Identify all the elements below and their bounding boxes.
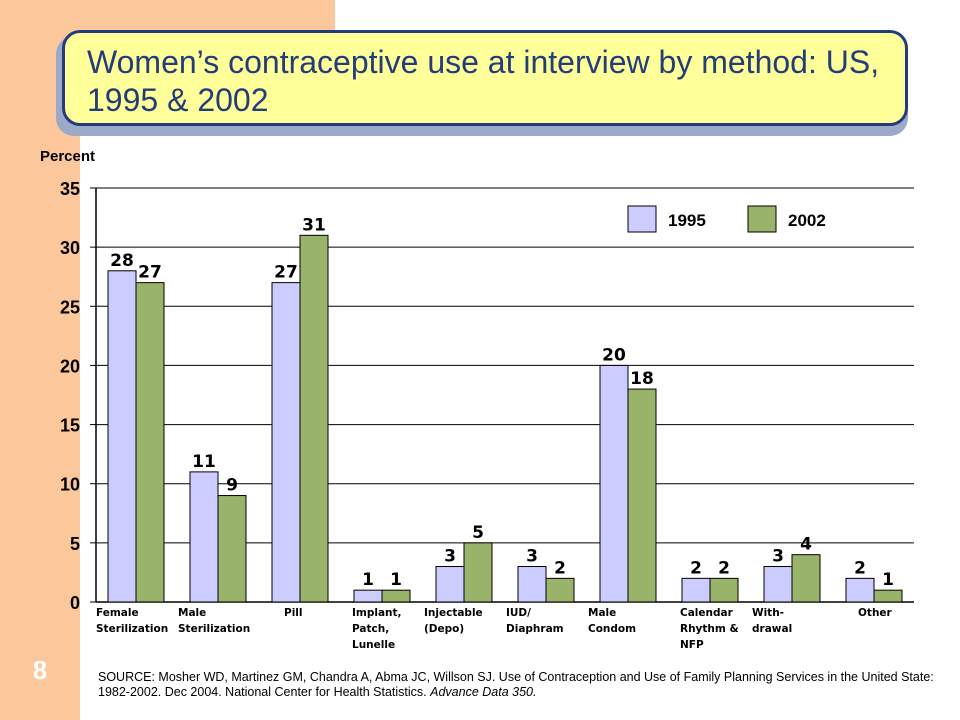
data-label: 3 xyxy=(526,547,538,567)
category-label-line: Injectable xyxy=(424,607,483,619)
category-label: Injectable (Depo) xyxy=(424,607,483,635)
bar-2002 xyxy=(217,495,247,603)
legend-label: 1995 xyxy=(668,211,706,230)
source-note: SOURCE: Mosher WD, Martinez GM, Chandra … xyxy=(98,670,948,700)
category-label-line: Pill xyxy=(284,607,303,619)
data-label: 28 xyxy=(110,251,134,271)
y-tick-label: 30 xyxy=(60,238,80,258)
y-tick-label: 5 xyxy=(70,534,80,554)
category-label: With-drawal xyxy=(752,607,792,635)
y-tick-label: 15 xyxy=(60,416,80,436)
category-label: Male Sterilization xyxy=(178,607,250,635)
category-label-line: Calendar xyxy=(680,607,734,619)
y-tick-label: 35 xyxy=(60,179,80,199)
bar-1995 xyxy=(845,577,875,603)
bar-1995 xyxy=(517,566,547,603)
bar-2002 xyxy=(463,542,493,603)
data-label: 18 xyxy=(630,369,654,389)
category-label-line: NFP xyxy=(680,639,704,651)
category-label: Other xyxy=(858,607,893,619)
category-label: Female Sterilization xyxy=(96,607,168,635)
category-label-line: Male xyxy=(178,607,206,619)
data-label: 11 xyxy=(192,452,216,472)
bar-1995 xyxy=(189,471,219,603)
category-label-line: drawal xyxy=(752,623,792,635)
y-axis-label: Percent xyxy=(40,148,96,165)
data-label: 2 xyxy=(854,558,866,578)
category-label-line: Lunelle xyxy=(352,639,395,651)
data-label: 27 xyxy=(138,263,162,283)
bar-2002 xyxy=(135,282,165,603)
page-title: Women’s contraceptive use at interview b… xyxy=(87,44,880,118)
category-label-line: Sterilization xyxy=(178,623,250,635)
title-box: Women’s contraceptive use at interview b… xyxy=(62,30,908,126)
source-text: SOURCE: Mosher WD, Martinez GM, Chandra … xyxy=(98,670,934,699)
bar-1995 xyxy=(681,577,711,603)
bar-2002 xyxy=(709,577,739,603)
bar-2002 xyxy=(791,554,821,603)
bar-2002 xyxy=(299,234,329,603)
data-label: 2 xyxy=(690,558,702,578)
category-label-line: Implant, xyxy=(352,607,402,619)
bar-1995 xyxy=(599,364,629,603)
category-label-line: Other xyxy=(858,607,893,619)
category-label-line: Patch, xyxy=(352,623,389,635)
data-label: 1 xyxy=(362,570,374,590)
category-label-line: Female xyxy=(96,607,139,619)
category-label-line: Diaphram xyxy=(506,623,564,635)
source-italic: Advance Data 350. xyxy=(430,685,537,699)
category-label-line: (Depo) xyxy=(424,623,464,635)
bar-2002 xyxy=(627,388,657,603)
y-tick-label: 25 xyxy=(60,297,80,317)
y-tick-label: 20 xyxy=(60,356,80,376)
category-label-line: IUD/ xyxy=(506,607,531,619)
legend-swatch-2002 xyxy=(747,205,777,233)
data-label: 2 xyxy=(718,558,730,578)
category-label-line: Male xyxy=(588,607,616,619)
bar-1995 xyxy=(107,270,137,603)
category-label: Calendar Rhythm & NFP xyxy=(680,607,739,651)
bar-1995 xyxy=(353,589,383,603)
slide-number: 8 xyxy=(32,655,48,685)
data-label: 1 xyxy=(882,570,894,590)
category-label-line: Sterilization xyxy=(96,623,168,635)
bar-2002 xyxy=(545,577,575,603)
legend-label: 2002 xyxy=(788,211,826,230)
data-label: 3 xyxy=(772,547,784,567)
category-label-line: With- xyxy=(752,607,784,619)
bar-2002 xyxy=(381,589,411,603)
category-label: Implant, Patch, Lunelle xyxy=(352,607,402,651)
category-label-line: Rhythm & xyxy=(680,623,739,635)
category-label: IUD/Diaphram xyxy=(506,607,564,635)
category-label-line: Condom xyxy=(588,623,636,635)
legend-swatch-1995 xyxy=(627,205,657,233)
data-label: 9 xyxy=(226,476,238,496)
data-label: 31 xyxy=(302,215,326,235)
bar-2002 xyxy=(873,589,903,603)
data-label: 2 xyxy=(554,558,566,578)
bar-1995 xyxy=(435,566,465,603)
category-label: Pill xyxy=(284,607,303,619)
data-label: 27 xyxy=(274,263,298,283)
data-label: 4 xyxy=(800,535,812,555)
bar-1995 xyxy=(763,566,793,603)
data-label: 1 xyxy=(390,570,402,590)
y-tick-label: 0 xyxy=(70,593,80,613)
data-label: 5 xyxy=(472,523,484,543)
data-label: 20 xyxy=(602,345,626,365)
y-tick-label: 10 xyxy=(60,475,80,495)
category-label: Male Condom xyxy=(588,607,636,635)
bar-1995 xyxy=(271,282,301,603)
top-band xyxy=(80,0,335,30)
data-label: 3 xyxy=(444,547,456,567)
